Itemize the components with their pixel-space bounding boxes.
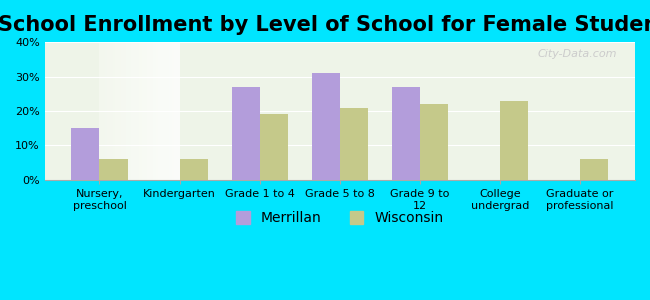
Bar [500,101,528,180]
Bar [340,108,368,180]
Bar [392,87,420,180]
Title: School Enrollment by Level of School for Female Students: School Enrollment by Level of School for… [0,15,650,35]
Bar [179,159,207,180]
Bar [231,87,260,180]
Bar [312,73,340,180]
Bar [420,104,448,180]
Text: City-Data.com: City-Data.com [538,49,618,59]
Bar [99,159,127,180]
Bar [72,128,99,180]
Legend: Merrillan, Wisconsin: Merrillan, Wisconsin [230,206,449,231]
Bar [260,115,288,180]
Bar [580,159,608,180]
